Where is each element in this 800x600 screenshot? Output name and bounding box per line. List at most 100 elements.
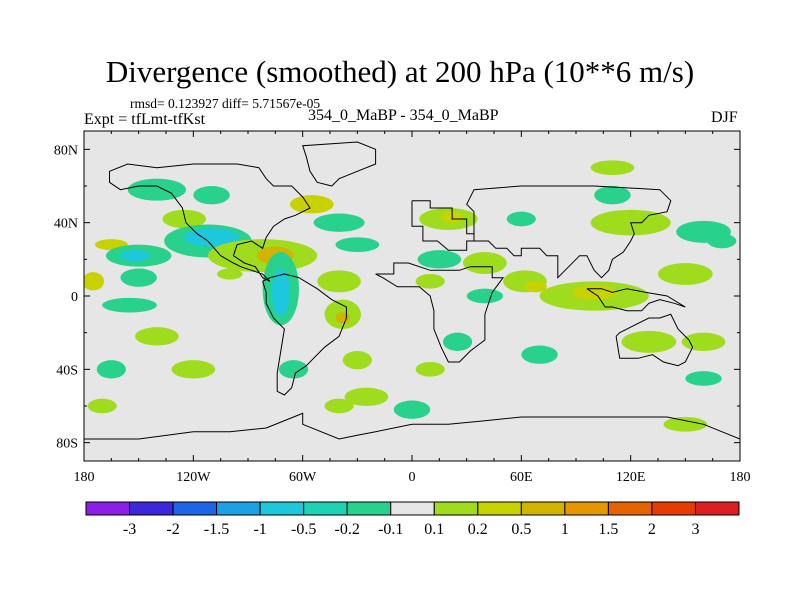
anomaly-region <box>524 281 547 293</box>
anomaly-region <box>590 160 635 176</box>
coastline-segment <box>302 141 377 187</box>
colorbar-label: -0.5 <box>291 521 316 538</box>
anomaly-region <box>521 345 558 364</box>
anomaly-region <box>313 213 365 232</box>
colorbar-label: -1 <box>253 521 266 538</box>
experiment-label: Expt = tfLmt-tfKst <box>84 111 206 128</box>
anomaly-region <box>278 360 309 379</box>
anomaly-region <box>417 250 462 269</box>
y-tick-label: 40S <box>56 363 78 378</box>
coastline-segment <box>586 288 686 312</box>
colorbar-label: -0.1 <box>378 521 403 538</box>
anomaly-region <box>681 332 726 352</box>
coastline-segment <box>615 313 694 367</box>
coastline-segment <box>109 163 311 282</box>
colorbar-swatch <box>172 501 218 516</box>
colorbar-swatch <box>346 501 392 516</box>
colorbar-swatch <box>390 501 435 516</box>
anomaly-region <box>344 387 389 407</box>
colorbar-label: 0.5 <box>511 521 531 538</box>
anomaly-region <box>442 332 473 352</box>
coastline-segment <box>375 262 505 363</box>
anomaly-region <box>96 360 126 379</box>
x-tick-label: 0 <box>409 470 416 485</box>
anomaly-region <box>415 274 445 289</box>
anomaly-region <box>162 209 207 229</box>
anomaly-region <box>120 250 150 262</box>
anomaly-region <box>685 371 722 386</box>
x-tick-label: 60W <box>289 470 317 485</box>
colorbar-label: 1 <box>561 521 569 538</box>
season-label: DJF <box>711 109 738 126</box>
anomaly-region <box>217 268 243 280</box>
x-axis: 180 120W 60W 0 60E 120E 180 <box>74 131 751 485</box>
anomaly-region <box>463 252 507 274</box>
colorbar-swatch <box>564 501 609 516</box>
x-tick-label: 120W <box>176 470 211 485</box>
chart-title: Divergence (smoothed) at 200 hPa (10**6 … <box>105 54 695 89</box>
anomaly-region <box>87 398 117 414</box>
anomaly-region <box>335 237 380 253</box>
anomaly-region <box>658 263 713 285</box>
colorbar-swatch <box>216 501 261 516</box>
colorbar-swatch <box>520 501 566 516</box>
colorbar-swatch <box>607 501 653 516</box>
anomaly-region <box>506 211 536 227</box>
anomaly-region <box>415 362 445 377</box>
colorbar-swatch <box>303 501 348 516</box>
colorbar-swatch <box>477 501 522 516</box>
colorbar-swatch <box>651 501 696 516</box>
coastline-segment <box>466 185 672 279</box>
colorbar-swatch <box>259 501 305 516</box>
colorbar-label: -3 <box>123 521 136 538</box>
colorbar: -3 -2 -1.5 -1 -0.5 -0.2 -0.1 0.1 0.2 0.5 1 1.5 2 3 <box>85 501 740 538</box>
coastline-segment <box>84 412 740 440</box>
rmsd-diff-stats: rmsd= 0.123927 diff= 5.71567e-05 <box>130 96 321 111</box>
anomaly-region <box>271 268 290 317</box>
anomaly-region <box>102 297 157 313</box>
colorbar-label: -1.5 <box>204 521 229 538</box>
y-tick-label: 80S <box>56 437 78 452</box>
anomaly-region <box>127 178 187 201</box>
x-tick-label: 120E <box>616 470 646 485</box>
anomaly-region <box>621 330 677 353</box>
runs-label: 354_0_MaBP - 354_0_MaBP <box>308 107 499 124</box>
colorbar-swatch <box>433 501 479 516</box>
colorbar-label: 0.1 <box>424 521 444 538</box>
anomaly-region <box>317 270 361 293</box>
anomaly-region <box>324 398 354 414</box>
anomaly-region <box>335 312 351 324</box>
colorbar-label: 2 <box>648 521 656 538</box>
x-tick-label: 180 <box>74 470 95 485</box>
anomaly-region <box>120 268 157 287</box>
y-tick-label: 0 <box>71 290 78 305</box>
anomaly-region <box>663 417 708 432</box>
x-tick-label: 60E <box>510 470 533 485</box>
coastline-layer <box>84 141 740 440</box>
colorbar-swatch <box>129 501 174 516</box>
anomaly-region <box>707 233 737 249</box>
anomaly-region <box>572 285 617 300</box>
colorbar-label: -2 <box>166 521 179 538</box>
coastline-segment <box>262 273 347 396</box>
colorbar-label: -0.2 <box>335 521 360 538</box>
anomaly-region <box>84 272 105 291</box>
y-tick-label: 40N <box>54 217 78 232</box>
y-axis: 80N 40N 0 40S 80S <box>54 143 740 452</box>
colorbar-swatch <box>694 501 740 516</box>
colorbar-label: 3 <box>691 521 699 538</box>
anomaly-region <box>184 228 239 247</box>
anomaly-region <box>135 327 179 346</box>
x-tick-label: 180 <box>730 470 751 485</box>
anomaly-region <box>393 400 431 419</box>
colorbar-label: 1.5 <box>598 521 618 538</box>
anomaly-region <box>171 360 216 379</box>
anomaly-region <box>289 195 334 214</box>
anomaly-region <box>594 186 631 205</box>
anomaly-region <box>193 186 230 205</box>
y-tick-label: 80N <box>54 143 78 158</box>
colorbar-swatch <box>85 501 131 516</box>
anomaly-region <box>466 288 504 304</box>
colorbar-label: 0.2 <box>468 521 488 538</box>
